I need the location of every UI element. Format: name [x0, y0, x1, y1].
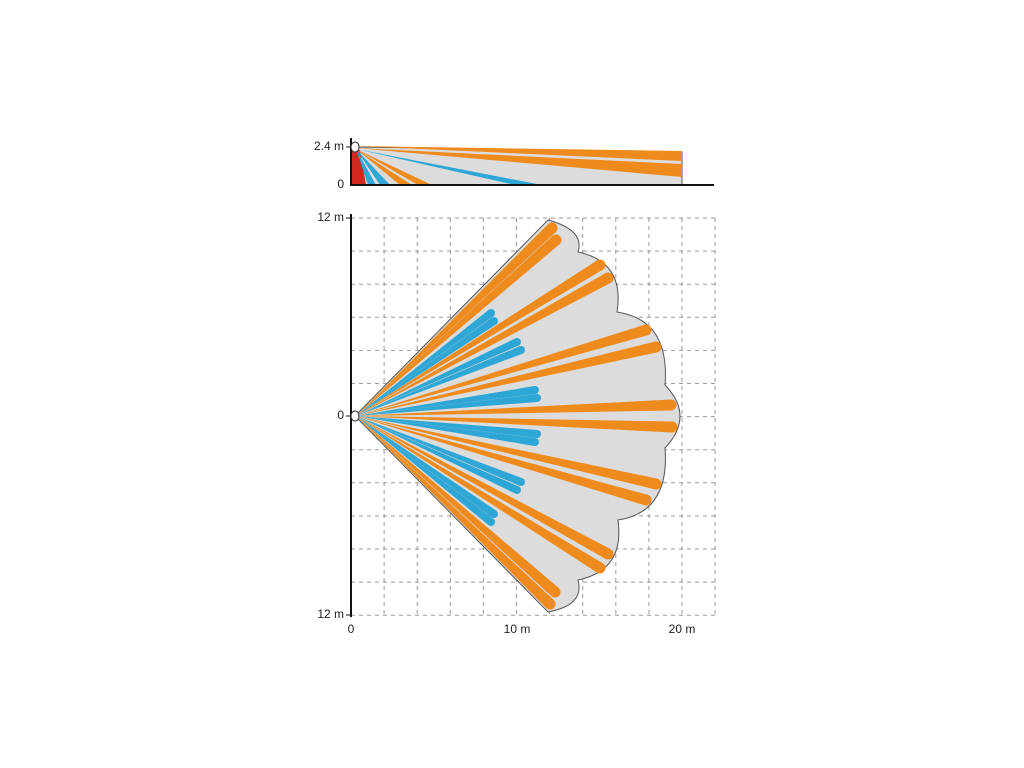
side-beam: [356, 149, 390, 185]
beam-tip: [544, 598, 556, 610]
beam-tip: [513, 338, 521, 346]
beam-tip: [550, 234, 562, 246]
beam: [356, 394, 538, 416]
beam: [356, 341, 658, 416]
beam: [356, 416, 648, 506]
beam-tip: [533, 394, 541, 402]
beam: [356, 338, 519, 416]
side-beam: [356, 148, 682, 177]
beam: [356, 399, 672, 416]
beam: [356, 416, 536, 446]
y-label: 2.4 m: [314, 139, 344, 153]
beam: [356, 416, 559, 597]
side-view: 2.4 m 0: [314, 138, 714, 191]
side-beam: [356, 149, 432, 185]
y-label: 12 m: [317, 210, 344, 224]
beam-tip: [666, 421, 678, 433]
beams: [356, 222, 678, 610]
x-label: 20 m: [669, 622, 696, 636]
beam: [356, 273, 611, 416]
beam: [356, 260, 603, 416]
beam: [356, 324, 648, 416]
beam: [356, 416, 554, 608]
beam-tip: [546, 222, 558, 234]
beam-tip: [513, 486, 521, 494]
beam: [356, 386, 536, 416]
side-beam: [356, 149, 412, 185]
plan-view: 12 m 0 12 m 0 10 m 20 m: [317, 210, 716, 636]
creep-zone: [351, 150, 366, 185]
y-label: 12 m: [317, 607, 344, 621]
beam: [356, 416, 523, 486]
x-label: 10 m: [504, 622, 531, 636]
beam-tip: [549, 586, 561, 598]
beam: [356, 416, 494, 526]
x-label: 0: [348, 622, 355, 636]
side-beam: [356, 149, 376, 185]
beam: [356, 317, 497, 416]
beam-tip: [594, 562, 606, 574]
sensor: [350, 141, 360, 153]
beam-tip: [487, 309, 495, 317]
sensor: [350, 410, 360, 422]
beam-tip: [517, 346, 525, 354]
beam: [356, 416, 497, 518]
beam-tip: [487, 518, 495, 526]
beam: [356, 224, 556, 416]
beam-tip: [517, 478, 525, 486]
beam: [356, 416, 658, 490]
beam-tip: [650, 341, 662, 353]
beam-tip: [594, 259, 606, 271]
beam: [356, 235, 560, 416]
y-label: 0: [337, 408, 344, 422]
beam-tip: [650, 478, 662, 490]
beam-tip: [531, 386, 539, 394]
beam: [356, 309, 494, 416]
beam: [356, 416, 673, 433]
beam-tip: [640, 494, 652, 506]
beam-tip: [602, 548, 614, 560]
beam-tip: [533, 430, 541, 438]
beam: [356, 416, 603, 573]
y-label: 0: [337, 177, 344, 191]
side-beam: [356, 146, 682, 161]
beam-tip: [640, 324, 652, 336]
coverage-area: [354, 219, 681, 613]
beam-tip: [490, 317, 498, 325]
beam-tip: [602, 272, 614, 284]
beam: [356, 416, 538, 438]
beam-tip: [665, 399, 677, 411]
beam-tip: [490, 510, 498, 518]
beam: [356, 346, 523, 416]
beam: [356, 416, 519, 494]
beam: [356, 416, 611, 559]
side-beam: [356, 149, 542, 185]
beam-tip: [531, 438, 539, 446]
